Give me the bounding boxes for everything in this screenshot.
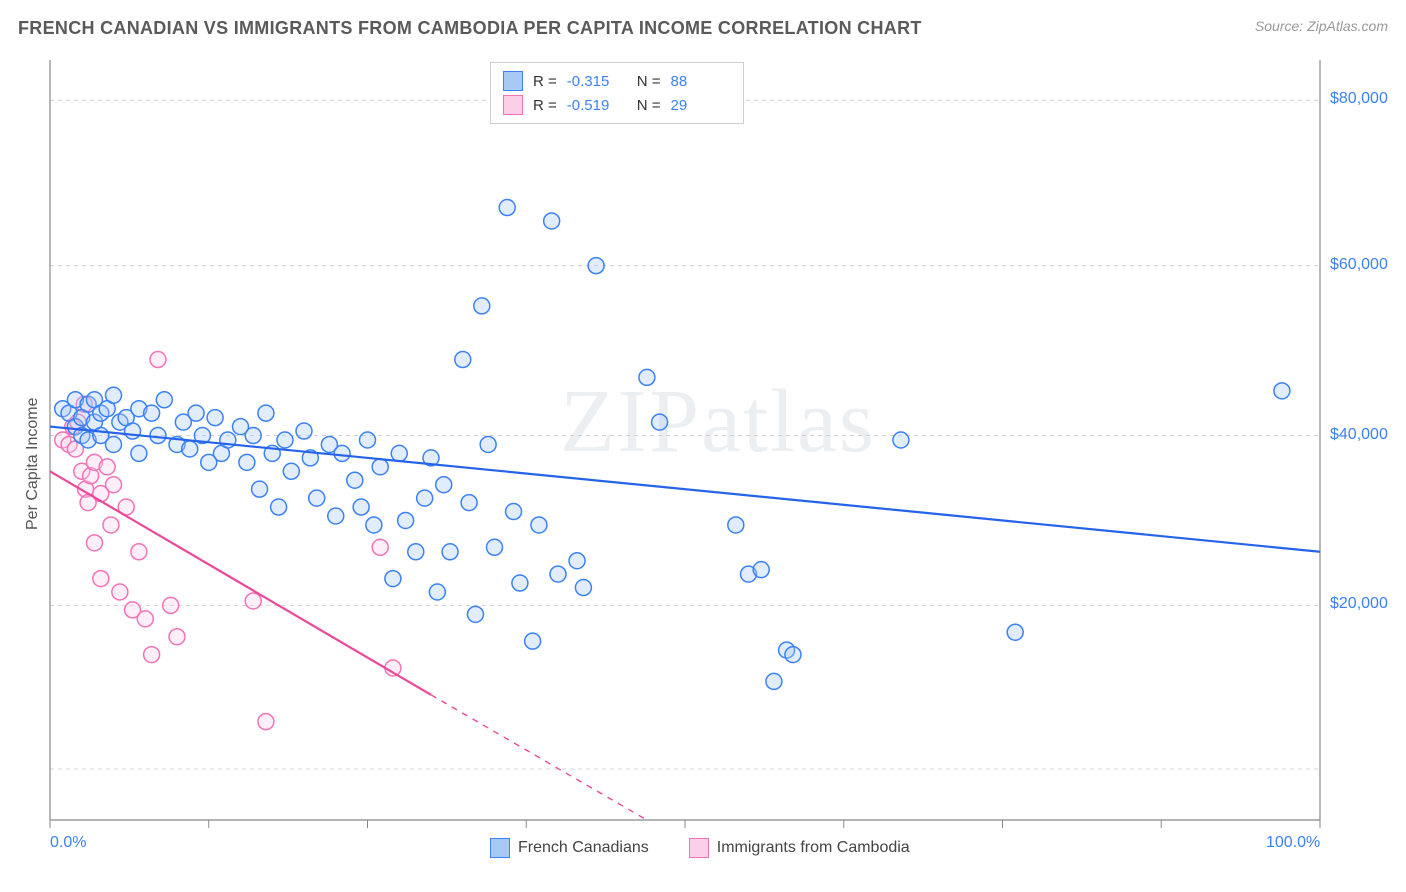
legend-value-blue-r: -0.315	[567, 73, 627, 90]
swatch-pink-icon	[689, 838, 709, 858]
correlation-legend: R = -0.315 N = 88 R = -0.519 N = 29	[490, 62, 744, 124]
chart-container: FRENCH CANADIAN VS IMMIGRANTS FROM CAMBO…	[0, 0, 1406, 892]
swatch-pink-icon	[503, 95, 523, 115]
y-tick-label: $20,000	[1330, 595, 1388, 613]
scatter-plot	[0, 0, 1406, 892]
x-tick-label-max: 100.0%	[1266, 834, 1320, 852]
legend-item-blue: French Canadians	[490, 838, 649, 858]
legend-label-blue: French Canadians	[518, 839, 649, 857]
legend-label-n: N =	[637, 97, 661, 114]
swatch-blue-icon	[503, 71, 523, 91]
x-tick-label-min: 0.0%	[50, 834, 86, 852]
legend-item-pink: Immigrants from Cambodia	[689, 838, 910, 858]
legend-value-pink-r: -0.519	[567, 97, 627, 114]
legend-label-pink: Immigrants from Cambodia	[717, 839, 910, 857]
y-tick-label: $40,000	[1330, 426, 1388, 444]
legend-label-r: R =	[533, 97, 557, 114]
legend-row-pink: R = -0.519 N = 29	[503, 93, 731, 117]
legend-row-blue: R = -0.315 N = 88	[503, 69, 731, 93]
legend-value-pink-n: 29	[671, 97, 731, 114]
swatch-blue-icon	[490, 838, 510, 858]
legend-value-blue-n: 88	[671, 73, 731, 90]
legend-label-r: R =	[533, 73, 557, 90]
legend-label-n: N =	[637, 73, 661, 90]
series-legend: French Canadians Immigrants from Cambodi…	[490, 838, 910, 858]
y-tick-label: $60,000	[1330, 256, 1388, 274]
y-tick-label: $80,000	[1330, 90, 1388, 108]
